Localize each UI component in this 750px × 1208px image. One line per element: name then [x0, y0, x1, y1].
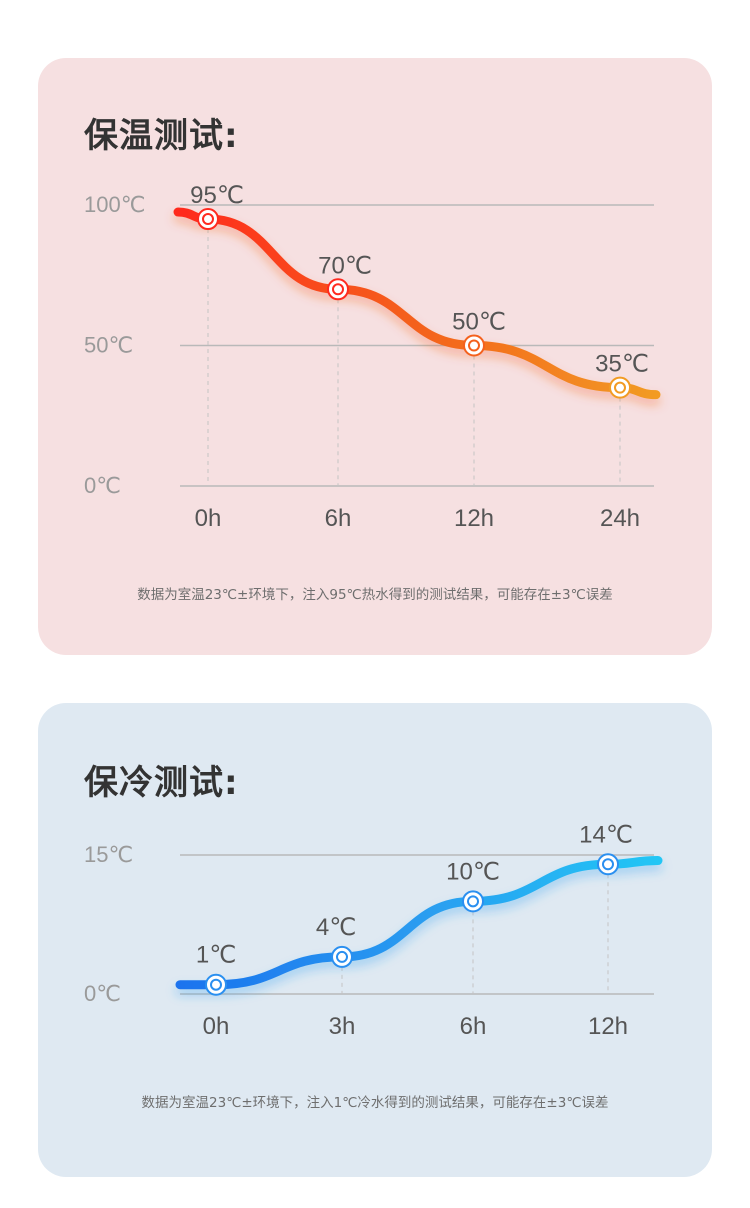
data-point — [327, 278, 349, 301]
heat-retention-chart: 100℃ 50℃ 0℃ 95℃ 70℃ 50℃ 35℃ 0h 6h 12h 24h — [84, 182, 661, 532]
cold-retention-card: 保冷测试: 15℃ 0℃ 1℃ 4℃ 10℃ 14℃ 0h 3h 6h 12h 数据为室温23℃±… — [38, 703, 712, 1177]
heat-retention-card: 保温测试: 100℃ 50℃ 0℃ 95℃ 70℃ 50℃ 35℃ 0h 6h 12h 24h 数据… — [38, 58, 712, 655]
data-point — [609, 376, 631, 399]
data-label: 10℃ — [446, 858, 500, 885]
cold-retention-title: 保冷测试: — [84, 763, 239, 803]
data-label: 50℃ — [452, 309, 506, 336]
y-tick-label: 50℃ — [84, 333, 133, 358]
heat-retention-footnote: 数据为室温23℃±环境下，注入95℃热水得到的测试结果，可能存在±3℃误差 — [137, 587, 613, 603]
y-tick-label: 0℃ — [84, 473, 121, 498]
x-tick-label: 12h — [454, 505, 494, 532]
data-point — [331, 945, 353, 968]
x-tick-label: 0h — [203, 1013, 230, 1040]
x-tick-label: 0h — [195, 505, 222, 532]
data-label: 70℃ — [318, 252, 372, 279]
x-tick-label: 6h — [325, 505, 352, 532]
data-label: 1℃ — [196, 942, 236, 969]
x-tick-label: 24h — [600, 505, 640, 532]
y-tick-label: 0℃ — [84, 981, 121, 1006]
data-label: 14℃ — [579, 821, 633, 848]
data-point — [463, 334, 485, 357]
series-line — [173, 207, 661, 400]
data-label: 4℃ — [316, 914, 356, 941]
data-label: 95℃ — [190, 182, 244, 209]
x-tick-label: 6h — [460, 1013, 487, 1040]
data-point — [462, 890, 484, 913]
y-tick-label: 15℃ — [84, 842, 133, 867]
x-tick-label: 12h — [588, 1013, 628, 1040]
data-point — [197, 208, 219, 231]
y-tick-label: 100℃ — [84, 192, 145, 217]
cold-retention-chart: 15℃ 0℃ 1℃ 4℃ 10℃ 14℃ 0h 3h 6h 12h — [84, 821, 663, 1040]
cold-retention-footnote: 数据为室温23℃±环境下，注入1℃冷水得到的测试结果，可能存在±3℃误差 — [141, 1095, 609, 1111]
heat-retention-title: 保温测试: — [84, 116, 239, 156]
data-label: 35℃ — [595, 351, 649, 378]
series-line — [175, 856, 663, 990]
x-tick-label: 3h — [329, 1013, 356, 1040]
data-point — [597, 853, 619, 876]
data-point — [205, 973, 227, 996]
